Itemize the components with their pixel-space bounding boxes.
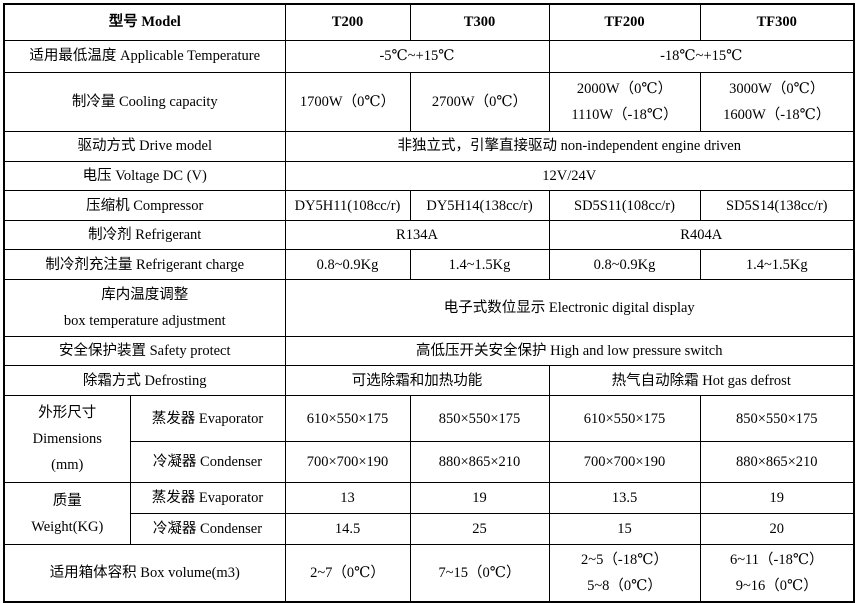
model-name-t300: T300	[409, 3, 550, 41]
row-weight-evaporator: 质量 Weight(KG) 蒸发器 Evaporator 13 19 13.5 …	[3, 482, 855, 546]
refrigerant-charge-t300: 1.4~1.5Kg	[409, 249, 550, 281]
dimensions-condenser-tf300: 880×865×210	[699, 441, 855, 484]
dimensions-evaporator-tf200: 610×550×175	[548, 395, 701, 443]
refrigerant-charge-tf200: 0.8~0.9Kg	[548, 249, 701, 281]
row-refrigerant: 制冷剂 Refrigerant R134A R404A	[3, 220, 855, 251]
row-weight-condenser: 冷凝器 Condenser 14.5 25 15 20	[4, 513, 855, 546]
dimensions-condenser-t200: 700×700×190	[284, 441, 411, 484]
refrigerant-charge-tf300: 1.4~1.5Kg	[699, 249, 855, 281]
row-cooling-capacity: 制冷量 Cooling capacity 1700W（0℃） 2700W（0℃）…	[3, 72, 855, 132]
cooling-capacity-t200: 1700W（0℃）	[284, 72, 411, 132]
weight-evaporator-tf200: 13.5	[548, 482, 701, 515]
row-applicable-temperature: 适用最低温度 Applicable Temperature -5℃~+15℃ -…	[3, 40, 855, 73]
box-temperature-adjustment-label: 库内温度调整 box temperature adjustment	[3, 279, 286, 338]
applicable-temperature-tf-models: -18℃~+15℃	[548, 40, 855, 73]
row-drive-model: 驱动方式 Drive model 非独立式，引擎直接驱动 non-indepen…	[3, 131, 855, 162]
weight-condenser-t200: 14.5	[284, 513, 411, 546]
safety-protect-value: 高低压开关安全保护 High and low pressure switch	[284, 336, 855, 367]
dimensions-evaporator-tf300: 850×550×175	[699, 395, 855, 443]
box-volume-tf300: 6~11（-18℃） 9~16（0℃）	[699, 544, 855, 603]
box-volume-label: 适用箱体容积 Box volume(m3)	[3, 544, 286, 603]
weight-condenser-tf200: 15	[548, 513, 701, 546]
refrigerant-charge-t200: 0.8~0.9Kg	[284, 249, 411, 281]
dimensions-label: 外形尺寸 Dimensions (mm)	[3, 395, 131, 484]
compressor-t300: DY5H14(138cc/r)	[409, 190, 550, 222]
defrosting-label: 除霜方式 Defrosting	[3, 365, 286, 397]
row-defrosting: 除霜方式 Defrosting 可选除霜和加热功能 热气自动除霜 Hot gas…	[3, 365, 855, 397]
defrosting-t-models: 可选除霜和加热功能	[284, 365, 550, 397]
model-name-t200: T200	[284, 3, 411, 41]
box-temperature-adjustment-value: 电子式数位显示 Electronic digital display	[284, 279, 855, 338]
applicable-temperature-label: 适用最低温度 Applicable Temperature	[3, 40, 286, 73]
dimensions-condenser-t300: 880×865×210	[409, 441, 550, 484]
drive-model-value: 非独立式，引擎直接驱动 non-independent engine drive…	[284, 131, 855, 162]
model-name-tf300: TF300	[699, 3, 855, 41]
weight-condenser-label: 冷凝器 Condenser	[129, 513, 286, 546]
applicable-temperature-t-models: -5℃~+15℃	[284, 40, 550, 73]
weight-evaporator-tf300: 19	[699, 482, 855, 515]
box-volume-t200: 2~7（0℃）	[284, 544, 411, 603]
defrosting-tf-models: 热气自动除霜 Hot gas defrost	[548, 365, 855, 397]
cooling-capacity-label: 制冷量 Cooling capacity	[3, 72, 286, 132]
dimensions-evaporator-t300: 850×550×175	[409, 395, 550, 443]
cooling-capacity-tf200: 2000W（0℃） 1110W（-18℃）	[548, 72, 701, 132]
dimensions-evaporator-t200: 610×550×175	[284, 395, 411, 443]
row-voltage: 电压 Voltage DC (V) 12V/24V	[3, 160, 855, 192]
cooling-capacity-t300: 2700W（0℃）	[409, 72, 550, 132]
row-compressor: 压缩机 Compressor DY5H11(108cc/r) DY5H14(13…	[3, 190, 855, 222]
page: 型号 Model T200 T300 TF200 TF300 适用最低温度 Ap…	[3, 3, 855, 603]
compressor-tf300: SD5S14(138cc/r)	[699, 190, 855, 222]
dimensions-evaporator-label: 蒸发器 Evaporator	[129, 395, 286, 443]
weight-condenser-t300: 25	[409, 513, 550, 546]
dimensions-condenser-tf200: 700×700×190	[548, 441, 701, 484]
drive-model-label: 驱动方式 Drive model	[3, 131, 286, 162]
cooling-capacity-tf300: 3000W（0℃） 1600W（-18℃）	[699, 72, 855, 132]
box-volume-t300: 7~15（0℃）	[409, 544, 550, 603]
row-dimensions-condenser: 冷凝器 Condenser 700×700×190 880×865×210 70…	[4, 441, 855, 484]
row-refrigerant-charge: 制冷剂充注量 Refrigerant charge 0.8~0.9Kg 1.4~…	[3, 249, 855, 281]
refrigerant-t-models: R134A	[284, 220, 550, 251]
refrigerant-tf-models: R404A	[548, 220, 855, 251]
row-model-header: 型号 Model T200 T300 TF200 TF300	[3, 3, 855, 41]
compressor-label: 压缩机 Compressor	[3, 190, 286, 222]
box-volume-tf200: 2~5（-18℃） 5~8（0℃）	[548, 544, 701, 603]
refrigerant-label: 制冷剂 Refrigerant	[3, 220, 286, 251]
model-name-tf200: TF200	[548, 3, 701, 41]
voltage-value: 12V/24V	[284, 160, 855, 192]
weight-condenser-tf300: 20	[699, 513, 855, 546]
compressor-tf200: SD5S11(108cc/r)	[548, 190, 701, 222]
compressor-t200: DY5H11(108cc/r)	[284, 190, 411, 222]
safety-protect-label: 安全保护装置 Safety protect	[3, 336, 286, 367]
dimensions-condenser-label: 冷凝器 Condenser	[129, 441, 286, 484]
row-box-temperature-adjustment: 库内温度调整 box temperature adjustment 电子式数位显…	[3, 279, 855, 338]
weight-evaporator-t200: 13	[284, 482, 411, 515]
model-header-label: 型号 Model	[3, 3, 286, 41]
weight-evaporator-t300: 19	[409, 482, 550, 515]
weight-label: 质量 Weight(KG)	[3, 482, 131, 546]
refrigerant-charge-label: 制冷剂充注量 Refrigerant charge	[3, 249, 286, 281]
weight-evaporator-label: 蒸发器 Evaporator	[129, 482, 286, 515]
row-safety-protect: 安全保护装置 Safety protect 高低压开关安全保护 High and…	[3, 336, 855, 367]
voltage-label: 电压 Voltage DC (V)	[3, 160, 286, 192]
spec-table: 型号 Model T200 T300 TF200 TF300 适用最低温度 Ap…	[3, 3, 855, 603]
row-dimensions-evaporator: 外形尺寸 Dimensions (mm) 蒸发器 Evaporator 610×…	[3, 395, 855, 484]
row-box-volume: 适用箱体容积 Box volume(m3) 2~7（0℃） 7~15（0℃） 2…	[3, 544, 855, 603]
